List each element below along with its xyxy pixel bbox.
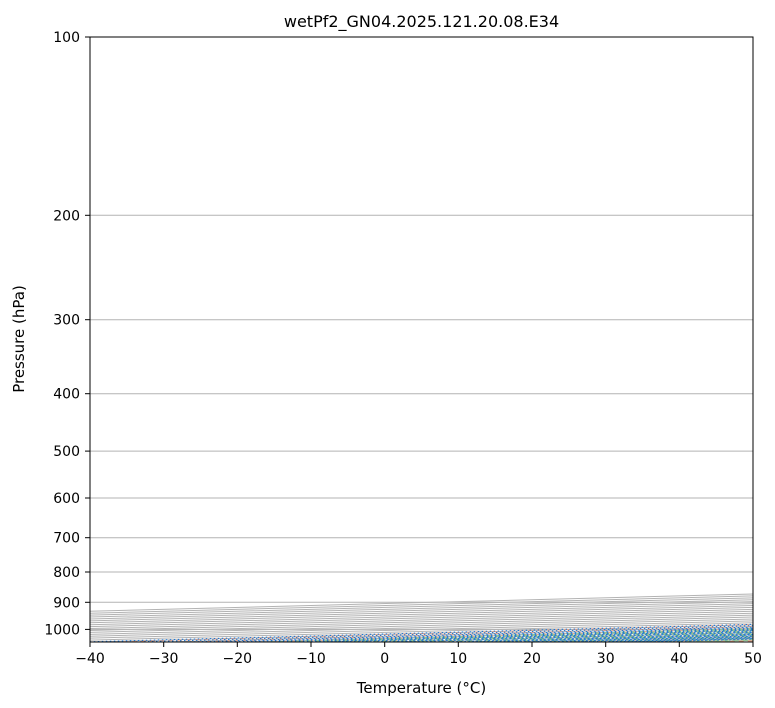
x-tick-label: 20 [523, 651, 541, 667]
x-tick-label: −10 [296, 651, 326, 667]
y-tick-label: 400 [53, 387, 80, 403]
x-tick-label: −30 [149, 651, 179, 667]
y-tick-label: 500 [53, 444, 80, 460]
background-lines [90, 37, 753, 642]
x-tick-label: 0 [380, 651, 389, 667]
y-tick-label: 1000 [44, 622, 80, 638]
x-axis-label: Temperature (°C) [356, 679, 486, 697]
y-tick-label: 900 [53, 595, 80, 611]
x-tick-label: 50 [744, 651, 762, 667]
y-tick-label: 600 [53, 491, 80, 507]
y-tick-label: 100 [53, 30, 80, 46]
x-tick-label: −40 [75, 651, 105, 667]
x-tick-label: 30 [597, 651, 615, 667]
y-axis-label: Pressure (hPa) [10, 285, 28, 393]
y-tick-label: 700 [53, 531, 80, 547]
y-tick-label: 200 [53, 208, 80, 224]
y-tick-label: 300 [53, 313, 80, 329]
x-tick-label: 10 [449, 651, 467, 667]
chart-title: wetPf2_GN04.2025.121.20.08.E34 [284, 12, 559, 32]
plot-frame [89, 36, 754, 643]
axes: −40 −30 −20 −10 0 10 20 30 40 50 1000 900 800 700 600 5… [44, 30, 762, 667]
y-tick-label: 800 [53, 565, 80, 581]
x-tick-label: −20 [223, 651, 253, 667]
x-tick-label: 40 [670, 651, 688, 667]
